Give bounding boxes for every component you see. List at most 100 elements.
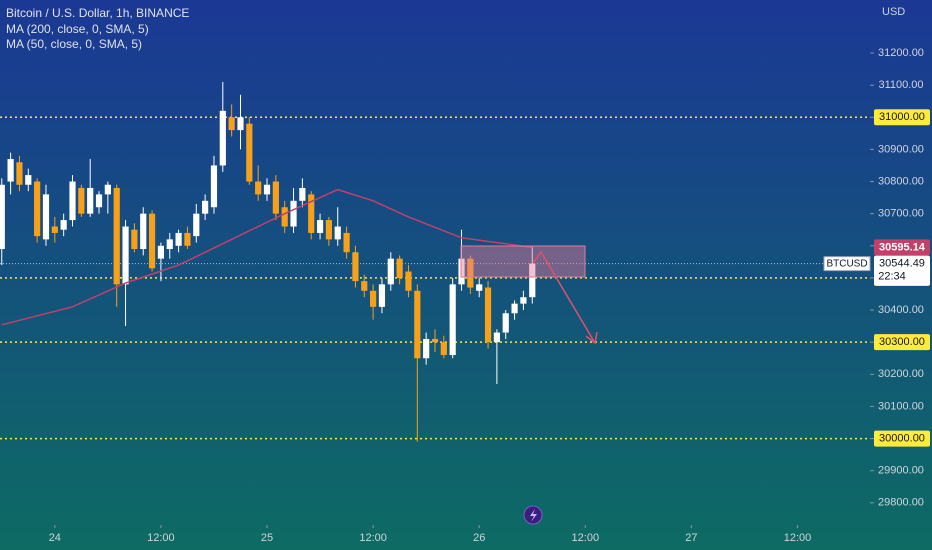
legend-indicator: MA (50, close, 0, SMA, 5): [6, 37, 142, 51]
candle-body: [290, 200, 297, 227]
candle-body: [51, 226, 58, 233]
legend-title: Bitcoin / U.S. Dollar, 1h, BINANCE: [6, 6, 189, 20]
ma-badge: [874, 239, 930, 256]
candle-body: [95, 194, 103, 208]
y-tick-label: 30900.00: [878, 143, 924, 155]
candle-body: [352, 252, 359, 282]
candle-body: [449, 284, 456, 356]
candle-body: [502, 313, 509, 333]
candle-body: [7, 159, 14, 182]
candle-body: [246, 123, 253, 182]
candle-body: [272, 181, 279, 214]
y-tick-label: 30700.00: [878, 208, 924, 220]
candle-body: [343, 232, 350, 253]
x-tick-label: 27: [685, 532, 697, 544]
ma-label: 30595.14: [879, 241, 926, 253]
icon-bolt: [530, 509, 537, 522]
level-badge: [874, 430, 930, 447]
plot: [0, 81, 870, 442]
price-badge: [874, 255, 930, 286]
candle-body: [175, 232, 182, 246]
candle-body: [131, 229, 138, 250]
candle-body: [316, 220, 324, 233]
y-tick-label: 30400.00: [878, 304, 924, 316]
candle-body: [440, 342, 447, 356]
candle-body: [378, 284, 386, 307]
candle-body: [0, 184, 5, 250]
symbol-badge: [823, 256, 871, 272]
candle-body: [60, 220, 67, 230]
candle-body: [467, 258, 474, 288]
candle-body: [370, 290, 377, 307]
zone: [460, 245, 586, 278]
level-label: 30300.00: [879, 336, 925, 348]
candle-body: [69, 181, 76, 221]
candle-body: [16, 162, 23, 185]
candle-body: [228, 117, 235, 131]
x-tick-label: 12:00: [572, 532, 600, 544]
candle-body: [104, 184, 111, 195]
y-tick-label: 31200.00: [878, 47, 924, 59]
candle-body: [42, 194, 50, 240]
level-label: 30000.00: [879, 432, 925, 444]
candle-body: [396, 258, 403, 278]
candle-body: [263, 184, 271, 195]
candle-body: [157, 245, 165, 259]
y-tick-label: 30800.00: [878, 175, 924, 187]
arrow-head: [585, 331, 598, 345]
candle-body: [334, 226, 341, 240]
candle-body: [493, 332, 500, 343]
level-label: 31000.00: [879, 111, 925, 123]
y-tick-label: 29900.00: [878, 465, 924, 477]
candle-body: [140, 213, 147, 250]
candle-body: [210, 165, 218, 208]
level-badge: [874, 334, 930, 351]
level-badge: [874, 109, 930, 126]
candle-body: [237, 117, 244, 131]
candle-body: [193, 213, 200, 237]
candle-body: [511, 303, 518, 314]
candle-body: [34, 181, 41, 237]
x-tick-label: 26: [473, 532, 485, 544]
candle-body: [529, 263, 536, 298]
candle-body: [219, 110, 226, 166]
y-tick-label: 29800.00: [878, 497, 924, 509]
candle-body: [148, 213, 156, 269]
candle-body: [431, 338, 439, 343]
x-tick-label: 25: [261, 532, 273, 544]
candle-body: [25, 175, 32, 185]
arrow: [532, 250, 596, 344]
candle-body: [78, 187, 85, 214]
legend-indicator: MA (200, close, 0, SMA, 5): [6, 22, 149, 36]
candle-body: [202, 200, 209, 214]
y-tick-label: 30100.00: [878, 400, 924, 412]
candle-body: [299, 187, 306, 201]
ma-line: [1, 188, 533, 326]
candle-body: [361, 281, 368, 291]
candle-body: [387, 258, 394, 285]
currency: USD: [882, 6, 905, 18]
x-tick-label: 12:00: [359, 532, 387, 544]
x-tick-label: 12:00: [784, 532, 812, 544]
price-label: 30544.49: [879, 258, 925, 270]
candle-body: [166, 239, 173, 250]
candle-body: [113, 187, 120, 285]
candle-body: [520, 297, 527, 304]
candle-body: [484, 287, 492, 343]
candle-body: [423, 338, 430, 359]
candle-body: [281, 207, 288, 227]
candle-body: [476, 284, 483, 291]
candle-body: [325, 220, 332, 240]
candle-body: [308, 194, 315, 233]
y-tick-label: 30200.00: [878, 368, 924, 380]
candle-body: [458, 258, 465, 285]
x-tick-label: 24: [49, 532, 61, 544]
candle-body: [87, 187, 94, 214]
countdown: 22:34: [878, 271, 906, 283]
candle-body: [405, 271, 412, 291]
candle-body: [122, 226, 129, 285]
candle-body: [184, 232, 191, 246]
y-tick-label: 31100.00: [878, 79, 923, 91]
